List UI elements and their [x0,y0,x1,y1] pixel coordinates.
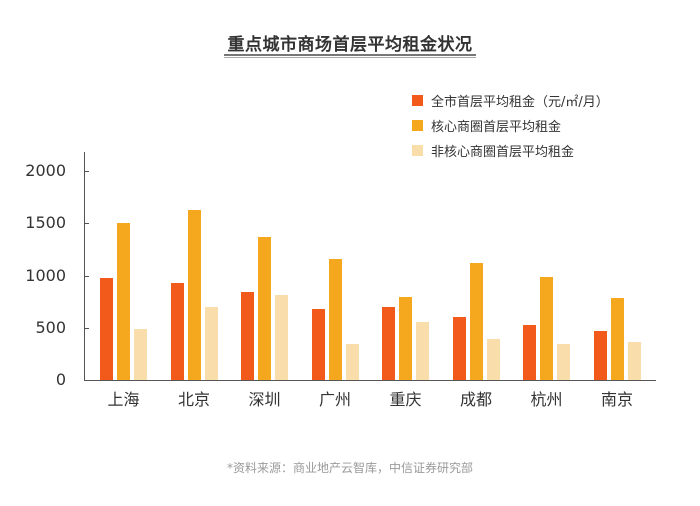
bar-noncore [275,294,288,380]
bar-core [469,262,483,380]
bar-citywide [241,292,254,380]
y-tick-label: 1500 [25,213,66,233]
legend-swatch-noncore [412,145,423,156]
bar-noncore [486,338,500,380]
x-tick-label: 北京 [177,390,210,409]
bar-noncore [557,344,570,380]
legend-swatch-citywide [412,95,423,106]
y-tick-label: 0 [55,370,66,389]
x-tick-label: 杭州 [530,390,563,409]
x-tick-label: 上海 [107,390,140,409]
y-tick [84,327,89,329]
legend-label-noncore: 非核心商圈首层平均租金 [431,145,575,160]
legend-item-core: 核心商圈首层平均租金 [412,113,609,138]
legend: 全市首层平均租金（元/㎡/月） 核心商圈首层平均租金 非核心商圈首层平均租金 [412,88,609,163]
y-axis [84,152,85,381]
bar-noncore [204,306,218,380]
bar-citywide [452,317,466,380]
x-tick-label: 成都 [459,390,492,409]
title-underline [224,54,476,56]
bar-core [328,258,342,380]
bar-citywide [170,282,184,380]
x-tick-label: 广州 [318,390,351,409]
bar-citywide [311,308,325,380]
y-tick-label: 500 [35,317,66,337]
x-tick-label: 重庆 [389,390,422,409]
bar-citywide [100,278,113,380]
bar-citywide [593,330,607,380]
bar-citywide [382,306,395,380]
y-tick [84,380,89,381]
x-axis [84,380,656,381]
bar-core [610,298,624,380]
bar-noncore [345,344,359,380]
source-note: *资料来源：商业地产云智库，中信证券研究部 [226,461,473,475]
legend-swatch-core [412,120,423,131]
chart-title: 重点城市商场首层平均租金状况 [227,35,473,55]
y-tick-label: 2000 [25,161,66,180]
bar-noncore [627,342,641,380]
title-underline-secondary [224,57,476,58]
legend-label-core: 核心商圈首层平均租金 [431,120,562,135]
legend-item-citywide: 全市首层平均租金（元/㎡/月） [412,88,609,113]
bar-core [117,223,130,380]
bar-noncore [134,328,147,380]
y-tick-label: 1000 [25,265,66,285]
x-tick-label: 南京 [600,390,633,409]
bar-citywide [523,324,536,380]
legend-item-noncore: 非核心商圈首层平均租金 [412,138,609,163]
bar-noncore [416,322,429,380]
y-tick [84,171,89,172]
x-tick-label: 深圳 [248,390,281,409]
bar-core [399,297,412,380]
legend-label-citywide: 全市首层平均租金（元/㎡/月） [431,95,609,110]
bar-core [258,236,271,380]
y-tick [84,223,89,225]
bar-core [540,276,553,380]
y-tick [84,275,89,277]
bar-core [187,209,201,380]
